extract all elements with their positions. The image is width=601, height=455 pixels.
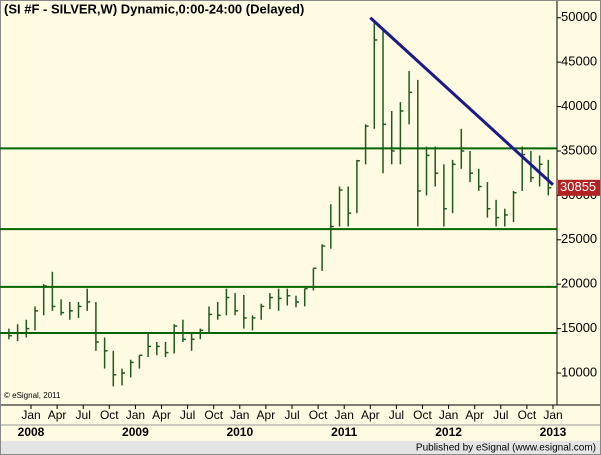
trend-line <box>369 16 555 186</box>
x-tick-label: Jul <box>284 408 299 422</box>
x-tick-label: Jan <box>335 408 354 422</box>
last-price-box <box>558 179 600 196</box>
y-tick-label: 45000 <box>561 54 597 69</box>
year-label: 2008 <box>18 425 45 439</box>
y-tick-label: 15000 <box>561 320 597 335</box>
y-tick-label: 50000 <box>561 9 597 24</box>
last-price-label: 30855 <box>560 179 596 194</box>
chart-title: (SI #F - SILVER,W) Dynamic,0:00-24:00 (D… <box>4 1 304 16</box>
x-tick-label: Jan <box>439 408 458 422</box>
footer-bar <box>0 441 601 455</box>
x-tick-label: Oct <box>413 408 432 422</box>
y-tick-label: 20000 <box>561 276 597 291</box>
x-tick-label: Oct <box>518 408 537 422</box>
copyright: © eSignal, 2011 <box>4 391 61 400</box>
year-label: 2013 <box>540 425 567 439</box>
year-label: 2009 <box>122 425 149 439</box>
x-tick-label: Apr <box>152 408 171 422</box>
x-tick-label: Apr <box>257 408 276 422</box>
y-tick-label: 10000 <box>561 364 597 379</box>
x-tick-label: Jan <box>543 408 562 422</box>
year-label: 2011 <box>331 425 357 439</box>
y-tick-label: 25000 <box>561 231 597 246</box>
x-tick-label: Oct <box>309 408 328 422</box>
year-label: 2012 <box>435 425 462 439</box>
x-tick-label: Oct <box>204 408 223 422</box>
x-tick-label: Jul <box>493 408 508 422</box>
x-tick-label: Jan <box>230 408 249 422</box>
x-tick-label: Jan <box>21 408 40 422</box>
y-tick-label: 40000 <box>561 98 597 113</box>
x-tick-label: Apr <box>465 408 484 422</box>
x-tick-label: Jul <box>180 408 195 422</box>
y-tick-label: 35000 <box>561 142 597 157</box>
x-tick-label: Apr <box>48 408 67 422</box>
x-tick-label: Oct <box>100 408 119 422</box>
x-tick-label: Apr <box>361 408 380 422</box>
x-tick-label: Jul <box>76 408 91 422</box>
footer: Published by eSignal (www.esignal.com) <box>416 443 596 454</box>
year-label: 2010 <box>226 425 253 439</box>
x-tick-label: Jul <box>389 408 404 422</box>
x-tick-label: Jan <box>126 408 145 422</box>
